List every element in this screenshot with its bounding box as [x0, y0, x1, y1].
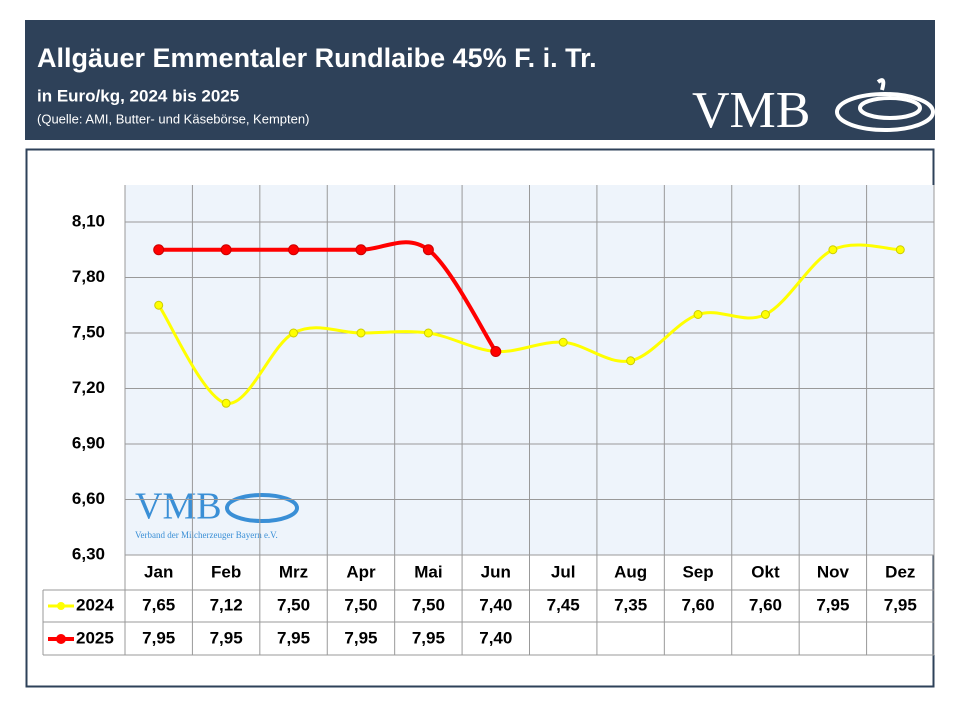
y-tick-label: 6,30	[72, 544, 105, 563]
x-tick-label: Apr	[346, 562, 376, 581]
point	[626, 356, 636, 366]
watermark-swirl	[225, 493, 299, 523]
legend-label: 2025	[76, 628, 114, 647]
point	[558, 337, 568, 347]
table-cell: 7,95	[142, 628, 175, 647]
point	[828, 245, 838, 255]
table-cell: 7,45	[547, 595, 580, 614]
point	[356, 328, 366, 338]
point	[355, 244, 367, 256]
point	[423, 328, 433, 338]
x-tick-label: Sep	[682, 562, 713, 581]
point	[422, 244, 434, 256]
table-cell: 7,12	[210, 595, 243, 614]
x-tick-label: Mrz	[279, 562, 308, 581]
point	[895, 245, 905, 255]
x-tick-label: Jul	[551, 562, 576, 581]
table-cell: 7,50	[277, 595, 310, 614]
table-cell: 7,65	[142, 595, 175, 614]
source: (Quelle: AMI, Butter- und Käsebörse, Kem…	[37, 111, 309, 126]
table-cell: 7,95	[210, 628, 243, 647]
x-tick-label: Aug	[614, 562, 647, 581]
y-tick-label: 6,90	[72, 433, 105, 452]
y-tick-label: 7,20	[72, 378, 105, 397]
table-cell: 7,95	[412, 628, 445, 647]
logo: VMB	[692, 82, 810, 139]
y-tick-label: 7,50	[72, 322, 105, 341]
table-cell: 7,40	[479, 595, 512, 614]
logo-swirl	[835, 78, 935, 132]
series-line	[157, 243, 901, 405]
point	[288, 244, 300, 256]
table-cell: 7,35	[614, 595, 647, 614]
y-tick-label: 6,60	[72, 489, 105, 508]
legend-marker	[56, 634, 66, 644]
table-cell: 7,60	[749, 595, 782, 614]
table-cell: 7,95	[277, 628, 310, 647]
x-tick-label: Mai	[414, 562, 442, 581]
point	[154, 300, 164, 310]
point	[490, 346, 502, 357]
point	[221, 398, 231, 408]
x-tick-label: Feb	[211, 562, 241, 581]
point	[153, 244, 165, 256]
table-cell: 7,95	[344, 628, 377, 647]
title: Allgäuer Emmentaler Rundlaibe 45% F. i. …	[37, 43, 597, 73]
point	[760, 310, 770, 319]
y-tick-label: 7,80	[72, 267, 105, 286]
point	[693, 310, 703, 319]
x-tick-label: Dez	[885, 562, 915, 581]
table-cell: 7,95	[884, 595, 917, 614]
watermark: VMB Verband der Milcherzeuger Bayern e.V…	[135, 486, 299, 540]
table-cell: 7,50	[344, 595, 377, 614]
point	[289, 328, 299, 338]
table-cell: 7,60	[681, 595, 714, 614]
subtitle: in Euro/kg, 2024 bis 2025	[37, 86, 239, 105]
x-tick-label: Nov	[817, 562, 850, 581]
watermark-caption: Verband der Milcherzeuger Bayern e.V.	[135, 530, 278, 540]
table-cell: 7,40	[479, 628, 512, 647]
y-tick-label: 8,10	[72, 211, 105, 230]
x-tick-label: Jan	[144, 562, 173, 581]
point	[220, 244, 232, 256]
table-cell: 7,95	[816, 595, 849, 614]
table-cell: 7,50	[412, 595, 445, 614]
x-tick-label: Jun	[481, 562, 511, 581]
legend-marker	[57, 602, 65, 610]
x-tick-label: Okt	[751, 562, 780, 581]
legend-label: 2024	[76, 595, 114, 614]
watermark-logo: VMB	[135, 486, 222, 528]
header-bg	[25, 20, 935, 140]
